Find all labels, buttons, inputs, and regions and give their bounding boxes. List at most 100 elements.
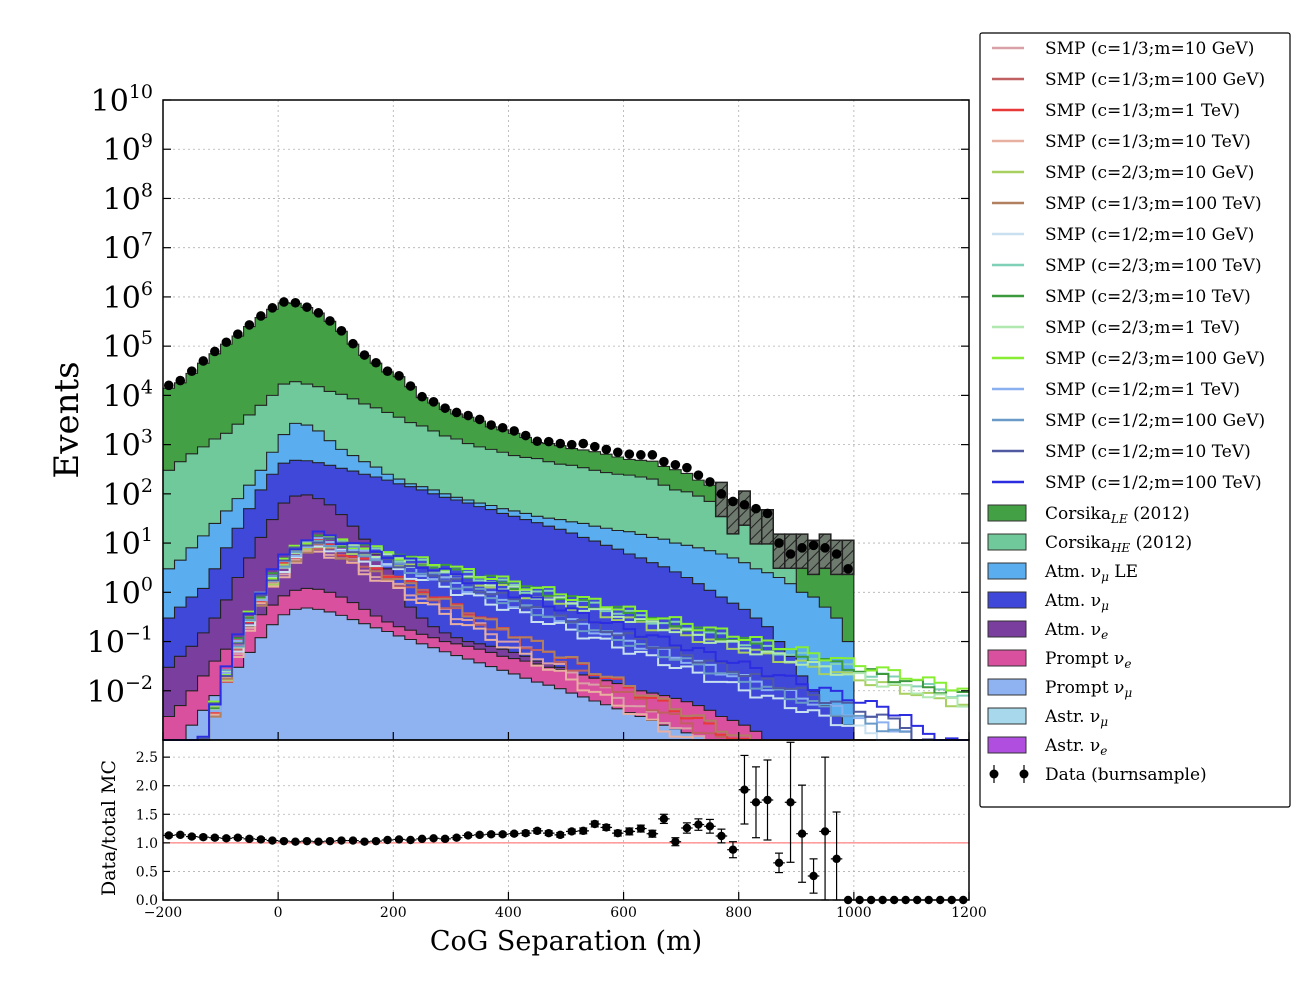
- ratio-point: [613, 828, 623, 838]
- ratio-y-tick-label: 0.0: [136, 893, 158, 909]
- ratio-point: [509, 829, 519, 838]
- ratio-point: [486, 830, 496, 839]
- ratio-point: [383, 835, 392, 845]
- data-point: [601, 444, 612, 455]
- data-point: [256, 311, 266, 321]
- data-point: [613, 447, 623, 458]
- data-point: [221, 337, 232, 348]
- ratio-y-tick-label: 2.5: [136, 750, 158, 766]
- data-point: [336, 326, 347, 336]
- legend-entry-label: SMP (c=2/3;m=100 GeV): [1045, 349, 1265, 369]
- ratio-point: [694, 820, 703, 829]
- data-point: [647, 450, 658, 460]
- legend-entry-label: SMP (c=1/2;m=10 GeV): [1045, 225, 1254, 245]
- ratio-point: [590, 819, 599, 829]
- data-point: [198, 356, 209, 366]
- legend-entry-label: SMP (c=2/3;m=10 GeV): [1045, 163, 1254, 183]
- legend: SMP (c=1/3;m=10 GeV) SMP (c=1/3;m=100 GeV…: [979, 32, 1291, 808]
- y-tick-label: 108: [103, 179, 153, 217]
- legend-entry-label: SMP (c=1/3;m=100 GeV): [1045, 70, 1265, 90]
- legend-entry-label: SMP (c=1/3;m=10 GeV): [1045, 39, 1254, 59]
- signal-smp-c-1-3-m-100-tev-: [163, 542, 969, 741]
- legend-box: [979, 32, 1291, 808]
- ratio-point: [682, 823, 692, 833]
- ratio-point: [625, 827, 634, 836]
- data-point: [405, 381, 416, 391]
- y-tick-label: 10−1: [87, 623, 153, 661]
- y-tick-label: 109: [103, 130, 153, 168]
- ratio-point: [636, 824, 646, 833]
- data-point: [705, 477, 715, 487]
- data-point: [624, 449, 635, 459]
- legend-entry-label: Astr. νμ: [1044, 707, 1108, 729]
- data-point: [555, 438, 566, 449]
- data-point: [566, 439, 577, 450]
- legend-patch-swatch: [987, 591, 1027, 609]
- legend-entry-label: SMP (c=2/3;m=100 TeV): [1045, 256, 1262, 276]
- data-point: [233, 329, 243, 339]
- main-panel: 1010 109 108 107 106 105 104 103 102 101 100 10−1 10…: [47, 81, 970, 741]
- hist-prompt-: [163, 607, 854, 741]
- ratio-point: [452, 833, 461, 842]
- ratio-point: [751, 798, 761, 807]
- ratio-point: [245, 834, 254, 844]
- data-point: [163, 380, 174, 391]
- data-point: [659, 456, 669, 467]
- data-point: [520, 430, 531, 441]
- ratio-point: [164, 831, 173, 840]
- legend-patch-swatch: [987, 707, 1027, 725]
- data-point: [290, 297, 301, 308]
- x-tick-label: 400: [495, 905, 522, 921]
- ratio-point: [579, 826, 588, 836]
- legend-patch-swatch: [987, 504, 1027, 522]
- legend-entry-label: Atm. νe: [1044, 620, 1108, 642]
- data-point: [808, 540, 819, 551]
- ratio-point: [533, 826, 542, 836]
- legend-entry-label: Atm. νμ LE: [1044, 562, 1138, 584]
- legend-entry-label: Prompt νe: [1045, 649, 1131, 671]
- ratio-point: [820, 827, 830, 836]
- data-point: [532, 436, 543, 447]
- legend-patch-swatch: [987, 562, 1027, 580]
- ratio-point: [521, 828, 530, 838]
- ratio-point: [671, 837, 680, 846]
- legend-entry-label: Astr. νe: [1044, 736, 1107, 758]
- ratio-point: [360, 837, 369, 846]
- data-point: [670, 459, 681, 470]
- ratio-point: [440, 834, 450, 844]
- data-point: [348, 338, 358, 349]
- data-point: [820, 543, 830, 553]
- data-point: [371, 357, 381, 368]
- legend-entry-label: Prompt νμ: [1045, 678, 1132, 700]
- y-tick-label: 105: [103, 327, 153, 365]
- data-point: [785, 549, 796, 559]
- legend-entry-label: SMP (c=1/2;m=100 GeV): [1045, 411, 1265, 431]
- x-tick-label: 800: [725, 905, 752, 921]
- data-point: [739, 499, 750, 510]
- data-point: [682, 462, 692, 473]
- data-point: [210, 346, 220, 357]
- data-point: [578, 438, 589, 449]
- ratio-point: [302, 836, 312, 846]
- ratio-y-tick-label: 1.5: [136, 807, 158, 823]
- data-point: [728, 496, 738, 507]
- ratio-plot-frame: [162, 739, 970, 901]
- data-point: [509, 426, 519, 436]
- legend-entry-label: SMP (c=1/3;m=100 TeV): [1045, 194, 1262, 214]
- signal-smp-c-1-2-m-100-tev-: [163, 530, 969, 741]
- data-point: [417, 391, 427, 402]
- ratio-point: [187, 832, 196, 841]
- data-point: [831, 549, 842, 559]
- ratio-point: [809, 871, 818, 881]
- ratio-point: [210, 833, 220, 842]
- ratio-y-tick-label: 2.0: [136, 779, 158, 795]
- data-point: [843, 564, 853, 574]
- x-axis-label: CoG Separation (m): [430, 926, 702, 957]
- ratio-point: [498, 830, 507, 839]
- data-point: [175, 375, 186, 386]
- mc-uncertainty-band: [749, 509, 763, 545]
- ratio-point: [337, 836, 346, 845]
- ratio-y-tick-label: 0.5: [136, 864, 158, 880]
- ratio-point: [544, 828, 553, 838]
- y-tick-label: 103: [103, 426, 153, 464]
